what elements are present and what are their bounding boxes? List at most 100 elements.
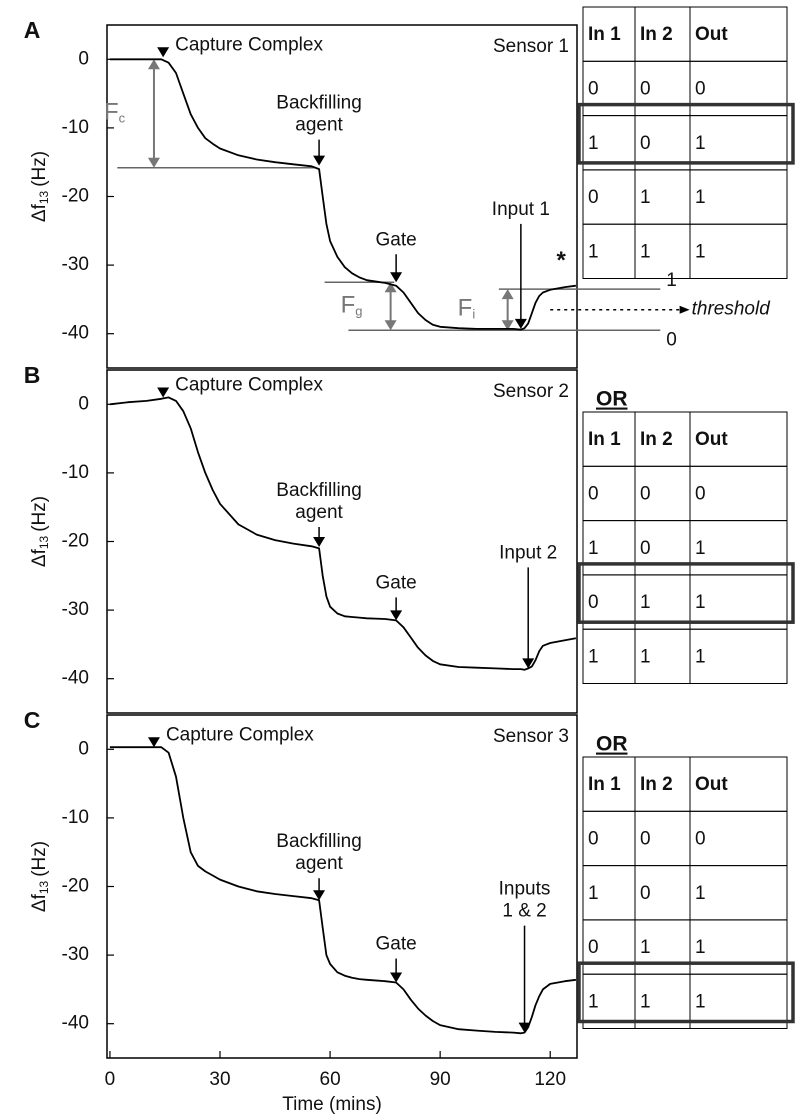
table-header: In 2 [640,774,673,795]
table-value: 0 [588,592,599,613]
measure-label-main: F [341,292,356,319]
note: * [557,247,567,274]
y-label-sub: 13 [37,880,51,894]
table-value: 1 [640,592,651,613]
highlight-box [577,562,795,624]
annotation-text: agent [295,115,343,136]
table-value: 1 [695,241,706,262]
table-value: 0 [640,828,651,849]
y-label-sub: 13 [37,535,51,549]
y-tick-label: -10 [62,462,89,483]
measure-head [147,157,160,168]
table-value: 0 [588,483,599,504]
measure-label: Fi [458,295,476,322]
annotation-arrow [313,890,326,901]
annotation-text: Input 1 [492,199,550,220]
panel-letter: A [24,17,41,43]
table-value: 0 [588,828,599,849]
annotation-arrow [147,737,160,748]
table-header: In 1 [588,774,621,795]
y-label-unit: (Hz) [29,151,50,187]
annotation-arrow [390,272,403,283]
annotation-arrow [313,155,326,166]
table-value: 0 [640,78,651,99]
measure-label-main: F [104,99,119,126]
annotation-text: Capture Complex [166,724,314,745]
y-axis-label: Δf13 (Hz) [29,841,51,912]
table-title: OR [596,388,628,411]
table-value: 0 [640,133,651,154]
table-value: 0 [695,78,706,99]
annotation-text: Inputs [499,879,551,900]
annotation-arrow [514,318,527,329]
x-tick-label: 120 [534,1069,566,1090]
y-label-unit: (Hz) [29,496,50,532]
measure-label-sub: g [355,304,362,319]
table-value: 1 [695,538,706,559]
sensor-label: Sensor 2 [493,381,569,402]
annotation-text: Gate [376,229,417,250]
measure-label: Fc [104,99,126,126]
annotation-arrow [157,47,170,58]
table-value: 1 [695,991,706,1012]
table-header: In 2 [640,429,673,450]
signal-line [109,58,577,331]
table-value: 0 [588,187,599,208]
measure-head [501,320,514,331]
y-tick-label: -30 [62,254,89,275]
annotation-text: 1 & 2 [502,901,546,922]
annotation-arrow [157,387,170,398]
y-tick-label: 0 [78,393,89,414]
table-value: 0 [640,883,651,904]
table-cell [689,628,788,685]
measure-head [384,320,397,331]
panel-letter: C [24,707,41,733]
x-tick-label: 60 [320,1069,341,1090]
annotation-text: Capture Complex [175,374,323,395]
y-label-main: Δf [29,893,50,912]
sensor-label: Sensor 3 [493,726,569,747]
table-value: 1 [695,883,706,904]
y-tick-label: -20 [62,531,89,552]
table-header: Out [695,24,728,45]
table-header: Out [695,774,728,795]
y-tick-label: -30 [62,944,89,965]
measure-label-main: F [458,295,473,322]
y-tick-label: -30 [62,599,89,620]
annotation-arrow [390,610,403,621]
signal-line [109,396,577,671]
annotation-text: Backfilling [276,93,362,114]
x-tick-label: 30 [209,1069,230,1090]
table-value: 0 [640,538,651,559]
table-value: 1 [695,646,706,667]
annotation-text: Input 2 [499,542,557,563]
table-value: 0 [695,483,706,504]
table-value: 1 [588,646,599,667]
measure-head [147,59,160,70]
panel-letter: B [24,362,41,388]
table-value: 1 [640,646,651,667]
measure-label: Fg [341,292,363,319]
table-header: Out [695,429,728,450]
measure-label-sub: c [119,111,126,126]
signal-line [109,746,577,1035]
annotation-text: Backfilling [276,831,362,852]
y-tick-label: -40 [62,668,89,689]
table-cell [689,973,788,1030]
x-tick-label: 0 [105,1069,116,1090]
table-value: 0 [588,937,599,958]
annotation-text: Backfilling [276,480,362,501]
y-tick-label: 0 [78,48,89,69]
table-value: 1 [588,991,599,1012]
table-value: 1 [695,133,706,154]
y-tick-label: -20 [62,186,89,207]
highlight-box [577,961,795,1024]
y-tick-label: -40 [62,323,89,344]
table-value: 1 [640,187,651,208]
table-header: In 2 [640,24,673,45]
annotation-text: agent [295,502,343,523]
annotation-text: Gate [376,934,417,955]
annotation-text: agent [295,853,343,874]
table-value: 1 [640,241,651,262]
